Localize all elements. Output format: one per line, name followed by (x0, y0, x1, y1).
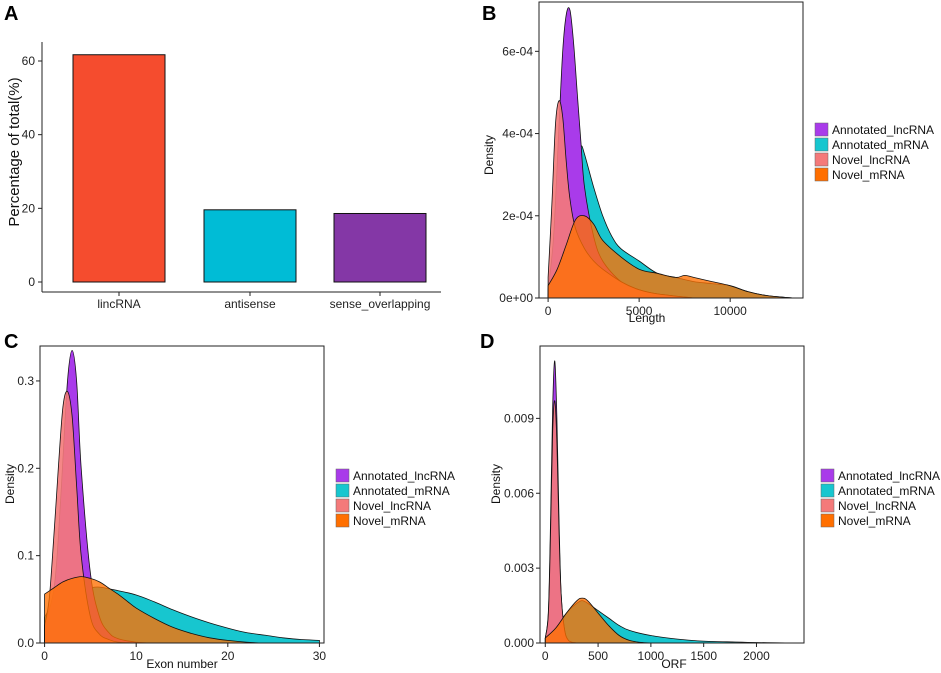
panel-a: A Percentage of total(%) 0 20 40 60 lincRNA a… (4, 3, 441, 311)
bar-lincRNA (72, 54, 166, 283)
panel-c-xlabel: Exon number (146, 657, 217, 671)
panel-d-ylabel: Density (489, 464, 503, 504)
panel-c-ytick-label: 0.3 (17, 374, 34, 388)
panel-a-ytick-label: 60 (22, 54, 36, 68)
panel-d-xtick-label: 0 (542, 649, 549, 663)
panel-a-xtick-label: sense_overlapping (330, 297, 431, 311)
panel-b: B Density Length 0e+00 2e-04 4e-04 6e-04 0 50… (482, 1, 934, 325)
panel-a-xtick-label: antisense (224, 297, 276, 311)
panel-letter-c: C (4, 331, 18, 353)
panel-c-frame (39, 345, 325, 644)
panel-b-xtick-label: 0 (545, 304, 552, 318)
panel-d-xtick-label: 2000 (743, 649, 770, 663)
legend-label-Annotated_mRNA: Annotated_mRNA (832, 138, 929, 152)
legend-swatch-Annotated_lncRNA (335, 468, 350, 483)
panel-a-ytick-label: 40 (22, 128, 36, 142)
panel-c: C Density Exon number 0.0 0.1 0.2 0.3 0 10 20 3… (3, 331, 455, 671)
bar-antisense (203, 209, 297, 283)
legend-label-Novel_mRNA: Novel_mRNA (353, 514, 426, 528)
panel-c-ytick-label: 0.2 (17, 461, 34, 475)
density-Novel_mRNA (44, 576, 265, 644)
panel-letter-a: A (4, 3, 18, 25)
panel-c-ytick-label: 0.1 (17, 549, 34, 563)
panel-c-xtick-label: 0 (41, 649, 48, 663)
panel-a-ytick-label: 0 (28, 275, 35, 289)
legend-label-Annotated_mRNA: Annotated_mRNA (838, 484, 935, 498)
legend-label-Novel_lncRNA: Novel_lncRNA (353, 499, 431, 513)
panel-d-ytick-label: 0.009 (504, 411, 534, 425)
panel-c-ytick-label: 0.0 (17, 636, 34, 650)
panel-b-ylabel: Density (482, 135, 496, 175)
legend-swatch-Annotated_mRNA (814, 137, 829, 152)
panel-c-xtick-label: 10 (130, 649, 144, 663)
legend-swatch-Novel_lncRNA (820, 498, 835, 513)
legend-swatch-Novel_mRNA (814, 167, 829, 182)
legend-swatch-Annotated_mRNA (335, 483, 350, 498)
legend-label-Annotated_lncRNA: Annotated_lncRNA (832, 123, 934, 137)
panel-a-ylabel: Percentage of total(%) (6, 77, 23, 226)
panel-d-ytick-label: 0.000 (504, 636, 534, 650)
legend-swatch-Novel_mRNA (820, 513, 835, 528)
legend-label-Annotated_mRNA: Annotated_mRNA (353, 484, 450, 498)
panel-a-xtick-label: lincRNA (97, 297, 140, 311)
panel-b-ytick-label: 6e-04 (502, 44, 533, 58)
panel-c-ylabel: Density (3, 464, 17, 504)
panel-d-xtick-label: 500 (588, 649, 608, 663)
legend-swatch-Annotated_mRNA (820, 483, 835, 498)
legend-label-Novel_lncRNA: Novel_lncRNA (832, 153, 910, 167)
legend-label-Annotated_lncRNA: Annotated_lncRNA (353, 469, 455, 483)
panel-a-ytick-label: 20 (22, 201, 36, 215)
density-Novel_mRNA (544, 597, 651, 644)
panel-b-xtick-label: 5000 (626, 304, 653, 318)
legend-label-Novel_mRNA: Novel_mRNA (838, 514, 911, 528)
bar-sense_overlapping (333, 212, 427, 283)
panel-d-ytick-label: 0.006 (504, 486, 534, 500)
legend-swatch-Novel_lncRNA (814, 152, 829, 167)
panel-c-xtick-label: 30 (313, 649, 327, 663)
panel-d-xtick-label: 1500 (690, 649, 717, 663)
legend-swatch-Novel_lncRNA (335, 498, 350, 513)
panel-b-ytick-label: 0e+00 (499, 291, 533, 305)
panel-d-xtick-label: 1000 (638, 649, 665, 663)
legend-swatch-Novel_mRNA (335, 513, 350, 528)
panel-b-xlabel: Length (629, 311, 666, 325)
panel-d: D Density ORF 0.000 0.003 0.006 0.009 0 500 10… (480, 331, 940, 671)
panel-b-frame (538, 1, 804, 299)
legend-swatch-Annotated_lncRNA (820, 468, 835, 483)
panel-c-xtick-label: 20 (221, 649, 235, 663)
legend-label-Annotated_lncRNA: Annotated_lncRNA (838, 469, 940, 483)
panel-letter-b: B (482, 3, 496, 25)
panel-b-xtick-label: 10000 (713, 304, 747, 318)
legend-label-Novel_lncRNA: Novel_lncRNA (838, 499, 916, 513)
panel-b-ytick-label: 2e-04 (502, 209, 533, 223)
legend-swatch-Annotated_lncRNA (814, 122, 829, 137)
panel-letter-d: D (480, 331, 494, 353)
panel-d-frame (539, 345, 805, 644)
panel-b-ytick-label: 4e-04 (502, 127, 533, 141)
legend-label-Novel_mRNA: Novel_mRNA (832, 168, 905, 182)
panel-d-ytick-label: 0.003 (504, 561, 534, 575)
panel-d-xlabel: ORF (661, 657, 686, 671)
density-Novel_mRNA (547, 215, 794, 299)
